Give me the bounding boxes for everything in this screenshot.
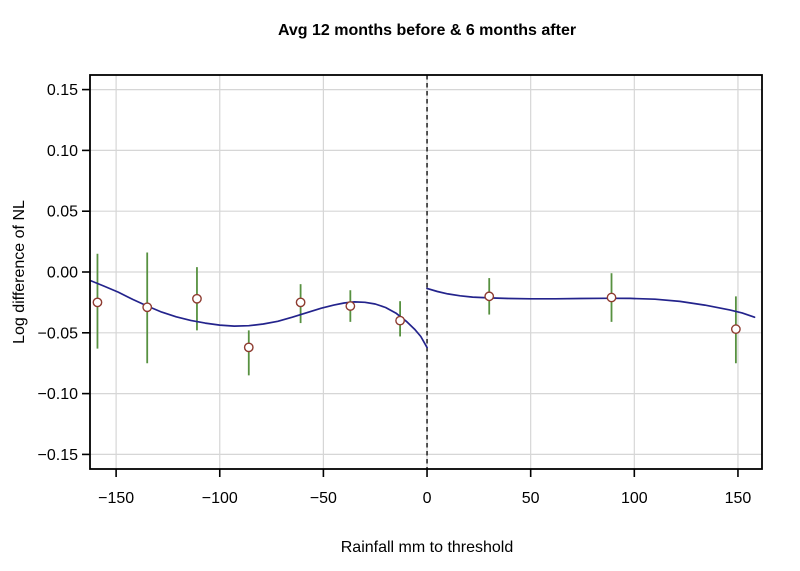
y-tick-label: 0.15 xyxy=(47,82,78,99)
chart-title: Avg 12 months before & 6 months after xyxy=(277,22,577,39)
data-point xyxy=(395,315,405,326)
y-tick-label: 0.05 xyxy=(47,204,78,221)
x-tick-label: 0 xyxy=(423,490,432,507)
x-axis-title: Rainfall mm to threshold xyxy=(340,539,514,556)
y-tick-label: 0.00 xyxy=(47,265,78,282)
data-point xyxy=(606,292,617,303)
data-point xyxy=(730,324,741,335)
data-point xyxy=(243,342,254,353)
y-tick-label: 0.10 xyxy=(47,143,78,160)
x-tick-label: −150 xyxy=(98,490,134,507)
fit-right-of-threshold xyxy=(426,287,756,319)
x-tick-label: 100 xyxy=(621,490,648,507)
y-tick-label: −0.10 xyxy=(38,386,79,403)
data-point xyxy=(92,297,103,308)
x-tick-label: 150 xyxy=(725,490,752,507)
y-tick-label: −0.05 xyxy=(38,325,79,342)
y-tick-label: −0.15 xyxy=(38,447,79,464)
data-point xyxy=(192,293,202,304)
x-tick-label: −50 xyxy=(310,490,337,507)
y-axis-title: Log difference of NL xyxy=(11,200,28,344)
x-tick-label: 50 xyxy=(522,490,540,507)
data-point xyxy=(142,302,153,313)
data-point xyxy=(295,297,306,308)
x-tick-label: −100 xyxy=(202,490,238,507)
fit-left-of-threshold xyxy=(89,279,428,349)
data-point xyxy=(484,291,495,302)
data-point xyxy=(345,301,356,311)
